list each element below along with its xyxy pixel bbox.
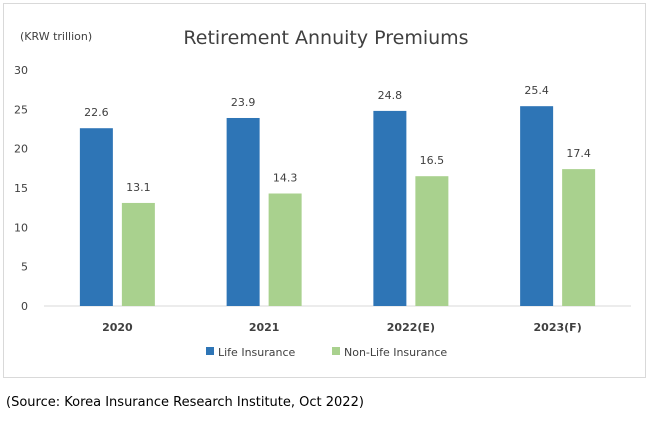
- legend-swatch-non-life-insurance: [332, 347, 340, 355]
- data-label: 24.8: [378, 89, 403, 102]
- x-tick-label: 2022(E): [387, 321, 435, 334]
- y-tick-label: 15: [14, 182, 28, 195]
- data-label: 13.1: [126, 181, 151, 194]
- y-tick-label: 10: [14, 221, 28, 234]
- y-tick-label: 5: [21, 261, 28, 274]
- source-note: (Source: Korea Insurance Research Instit…: [6, 395, 364, 410]
- y-tick-label: 30: [14, 64, 28, 77]
- unit-label: (KRW trillion): [20, 30, 92, 43]
- bar-chart: Retirement Annuity Premiums (KRW trillion…: [14, 27, 631, 359]
- legend-swatch-life-insurance: [206, 347, 214, 355]
- y-tick-label: 20: [14, 143, 28, 156]
- x-tick-label: 2020: [102, 321, 133, 334]
- data-label: 16.5: [420, 154, 445, 167]
- bar-life-insurance-2021: [226, 117, 260, 306]
- x-tick-label: 2021: [249, 321, 280, 334]
- bar-non-life-insurance-2022e: [415, 176, 449, 306]
- chart-title: Retirement Annuity Premiums: [183, 27, 468, 49]
- data-label: 25.4: [524, 84, 549, 97]
- data-label: 14.3: [273, 172, 298, 185]
- chart-frame: Retirement Annuity Premiums (KRW trillion…: [3, 3, 646, 378]
- data-label: 22.6: [84, 106, 109, 119]
- x-tick-label: 2023(F): [534, 321, 582, 334]
- bar-life-insurance-2023f: [520, 106, 554, 306]
- bar-non-life-insurance-2021: [268, 193, 302, 306]
- bar-non-life-insurance-2023f: [562, 169, 596, 306]
- legend-label-life-insurance: Life Insurance: [218, 346, 296, 359]
- data-label: 17.4: [566, 147, 591, 160]
- y-tick-label: 0: [21, 300, 28, 313]
- data-label: 23.9: [231, 96, 256, 109]
- bar-non-life-insurance-2020: [121, 202, 155, 306]
- y-tick-label: 25: [14, 103, 28, 116]
- bar-life-insurance-2022e: [373, 110, 407, 306]
- bar-life-insurance-2020: [79, 128, 113, 306]
- legend-label-non-life-insurance: Non-Life Insurance: [344, 346, 447, 359]
